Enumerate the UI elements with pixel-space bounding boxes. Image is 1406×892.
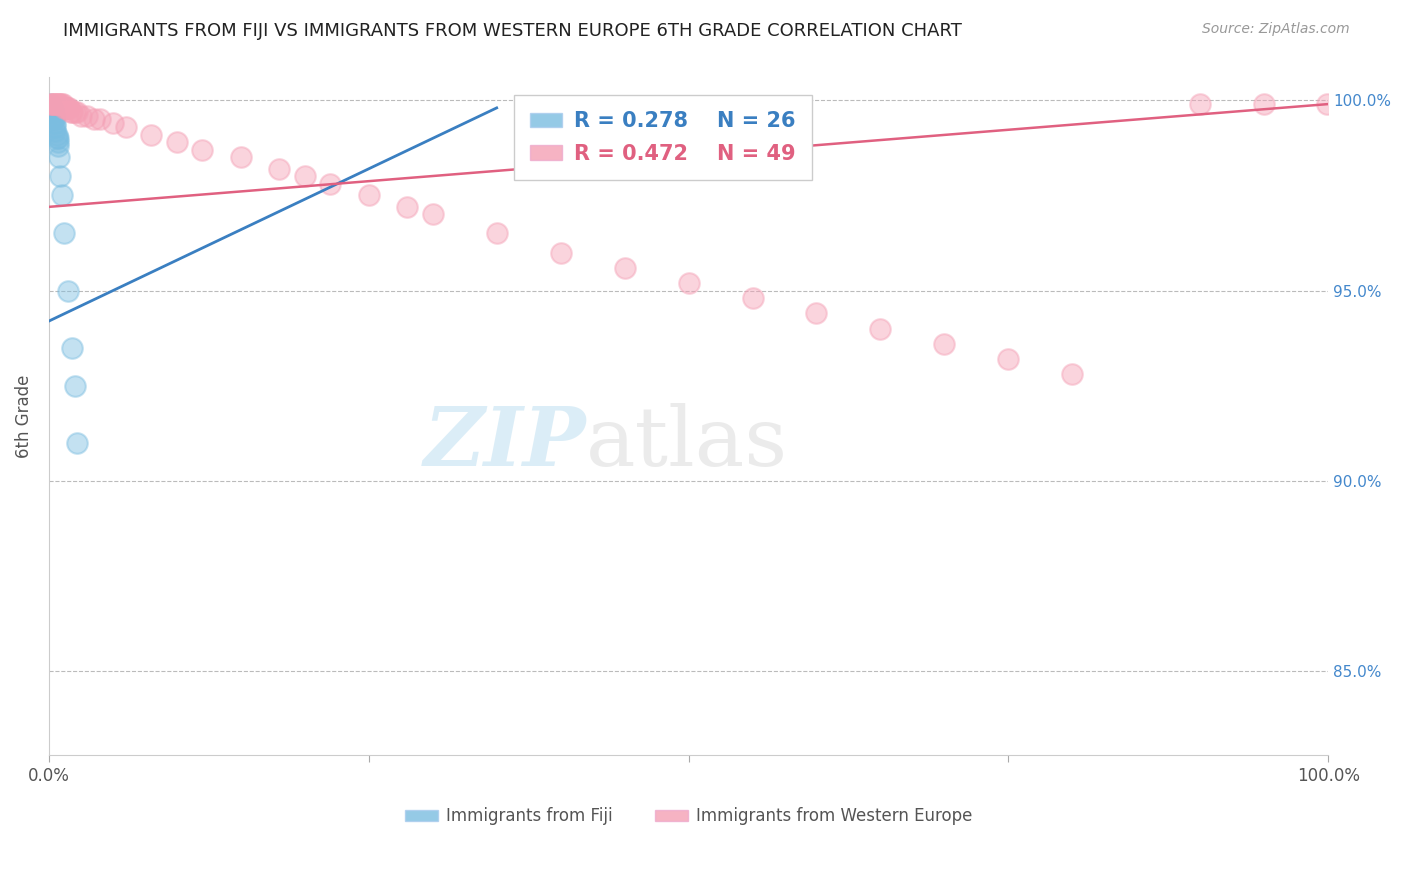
Text: ZIP: ZIP	[423, 403, 586, 483]
Point	[42, 104, 65, 119]
Point	[66, 435, 89, 450]
Point	[63, 104, 86, 119]
Point	[42, 104, 65, 119]
Point	[114, 120, 136, 134]
Text: IMMIGRANTS FROM FIJI VS IMMIGRANTS FROM WESTERN EUROPE 6TH GRADE CORRELATION CHA: IMMIGRANTS FROM FIJI VS IMMIGRANTS FROM …	[63, 22, 962, 40]
Point	[42, 112, 65, 127]
Point	[56, 101, 79, 115]
Point	[39, 101, 62, 115]
Point	[42, 108, 65, 122]
Point	[1189, 97, 1212, 112]
Point	[1062, 368, 1084, 382]
Point	[191, 143, 214, 157]
Point	[319, 177, 342, 191]
Point	[869, 321, 891, 335]
Point	[49, 97, 72, 112]
Point	[45, 131, 67, 145]
Point	[1253, 97, 1275, 112]
Point	[485, 227, 508, 241]
Point	[70, 108, 93, 122]
Point	[66, 104, 89, 119]
Point	[997, 352, 1019, 367]
Point	[60, 341, 83, 355]
Point	[613, 260, 636, 275]
Point	[42, 97, 65, 112]
Point	[53, 101, 76, 115]
Point	[39, 97, 62, 112]
Point	[396, 200, 419, 214]
Point	[89, 112, 111, 127]
Point	[42, 112, 65, 127]
Point	[678, 276, 700, 290]
Point	[269, 161, 291, 176]
Point	[42, 97, 65, 112]
Point	[41, 104, 63, 119]
Y-axis label: 6th Grade: 6th Grade	[15, 375, 32, 458]
Text: Source: ZipAtlas.com: Source: ZipAtlas.com	[1202, 22, 1350, 37]
Point	[357, 188, 380, 202]
Point	[46, 135, 69, 149]
Point	[56, 284, 79, 298]
Point	[44, 120, 66, 134]
Point	[41, 101, 63, 115]
Text: atlas: atlas	[586, 403, 789, 483]
Point	[53, 227, 76, 241]
Point	[52, 97, 75, 112]
Point	[48, 97, 70, 112]
Point	[44, 116, 66, 130]
Point	[422, 207, 444, 221]
Point	[45, 128, 67, 142]
Point	[1316, 97, 1339, 112]
Legend: Immigrants from Fiji, Immigrants from Western Europe: Immigrants from Fiji, Immigrants from We…	[398, 800, 979, 832]
Point	[51, 97, 73, 112]
Point	[51, 188, 73, 202]
Point	[63, 378, 86, 392]
Point	[42, 108, 65, 122]
Point	[46, 97, 69, 112]
Point	[44, 97, 66, 112]
Point	[55, 101, 77, 115]
Point	[46, 139, 69, 153]
Point	[83, 112, 105, 127]
Point	[550, 245, 572, 260]
Point	[56, 101, 79, 115]
Point	[46, 131, 69, 145]
Point	[41, 97, 63, 112]
Point	[934, 337, 956, 351]
Point	[48, 150, 70, 164]
Point	[45, 97, 67, 112]
Point	[49, 169, 72, 184]
Point	[166, 135, 188, 149]
Point	[229, 150, 252, 164]
Point	[60, 104, 83, 119]
Point	[294, 169, 316, 184]
Point	[101, 116, 124, 130]
Point	[58, 101, 80, 115]
Point	[59, 104, 82, 119]
Point	[76, 108, 98, 122]
Point	[39, 97, 62, 112]
Point	[806, 306, 828, 320]
Point	[741, 291, 763, 305]
Point	[44, 124, 66, 138]
Point	[141, 128, 163, 142]
